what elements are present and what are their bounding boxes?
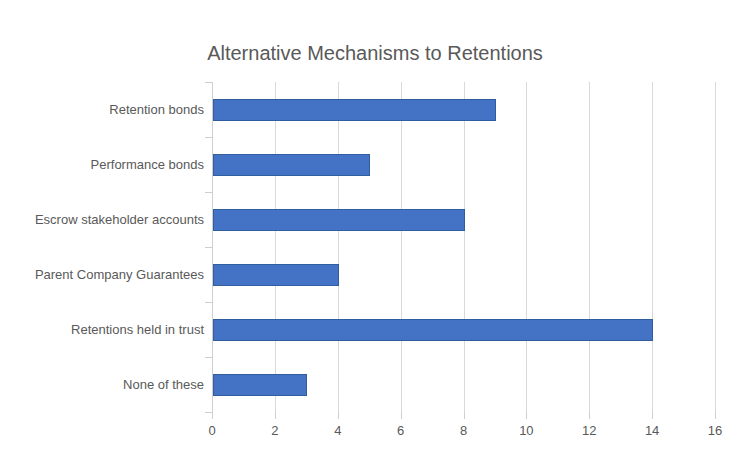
x-axis-tick-label: 6 — [381, 423, 421, 439]
y-axis-tick — [205, 412, 212, 413]
major-gridline — [526, 82, 527, 412]
x-axis-tick — [526, 412, 527, 419]
x-axis-tick — [338, 412, 339, 419]
y-axis-tick — [205, 247, 212, 248]
x-axis-tick — [589, 412, 590, 419]
bar-chart: Alternative Mechanisms to Retentions 024… — [0, 0, 750, 466]
x-axis-tick — [715, 412, 716, 419]
x-axis-tick-label: 10 — [506, 423, 546, 439]
x-axis-tick-label: 8 — [444, 423, 484, 439]
y-axis-tick — [205, 137, 212, 138]
x-axis-tick-label: 0 — [192, 423, 232, 439]
x-axis-tick — [401, 412, 402, 419]
major-gridline — [401, 82, 402, 412]
y-axis-tick — [205, 357, 212, 358]
bar-none-of-these[interactable] — [213, 374, 307, 396]
major-gridline — [652, 82, 653, 412]
category-axis-label: Performance bonds — [0, 156, 204, 174]
category-axis-label: Retentions held in trust — [0, 321, 204, 339]
x-axis-tick-label: 16 — [695, 423, 735, 439]
major-gridline — [589, 82, 590, 412]
category-axis-label: Retention bonds — [0, 101, 204, 119]
major-gridline — [275, 82, 276, 412]
x-axis-tick-label: 4 — [318, 423, 358, 439]
plot-area: 0 2 4 6 8 10 12 14 16 Retention bonds Performance … — [0, 0, 750, 466]
x-axis-tick — [275, 412, 276, 419]
category-axis-label: None of these — [0, 376, 204, 394]
y-axis-tick — [205, 302, 212, 303]
category-axis-label: Parent Company Guarantees — [0, 266, 204, 284]
major-gridline — [464, 82, 465, 412]
x-axis-tick-label: 2 — [255, 423, 295, 439]
x-axis-tick-label: 12 — [569, 423, 609, 439]
bar-escrow-stakeholder-accounts[interactable] — [213, 209, 465, 231]
x-axis-tick — [652, 412, 653, 419]
bar-retention-bonds[interactable] — [213, 99, 496, 121]
y-axis-tick — [205, 192, 212, 193]
major-gridline — [715, 82, 716, 412]
y-axis-tick — [205, 82, 212, 83]
bar-performance-bonds[interactable] — [213, 154, 370, 176]
bar-retentions-held-in-trust[interactable] — [213, 319, 653, 341]
x-axis-tick — [464, 412, 465, 419]
category-axis-label: Escrow stakeholder accounts — [0, 211, 204, 229]
x-axis-tick — [212, 412, 213, 419]
bar-parent-company-guarantees[interactable] — [213, 264, 339, 286]
y-axis-line — [212, 82, 213, 413]
x-axis-tick-label: 14 — [632, 423, 672, 439]
major-gridline — [338, 82, 339, 412]
